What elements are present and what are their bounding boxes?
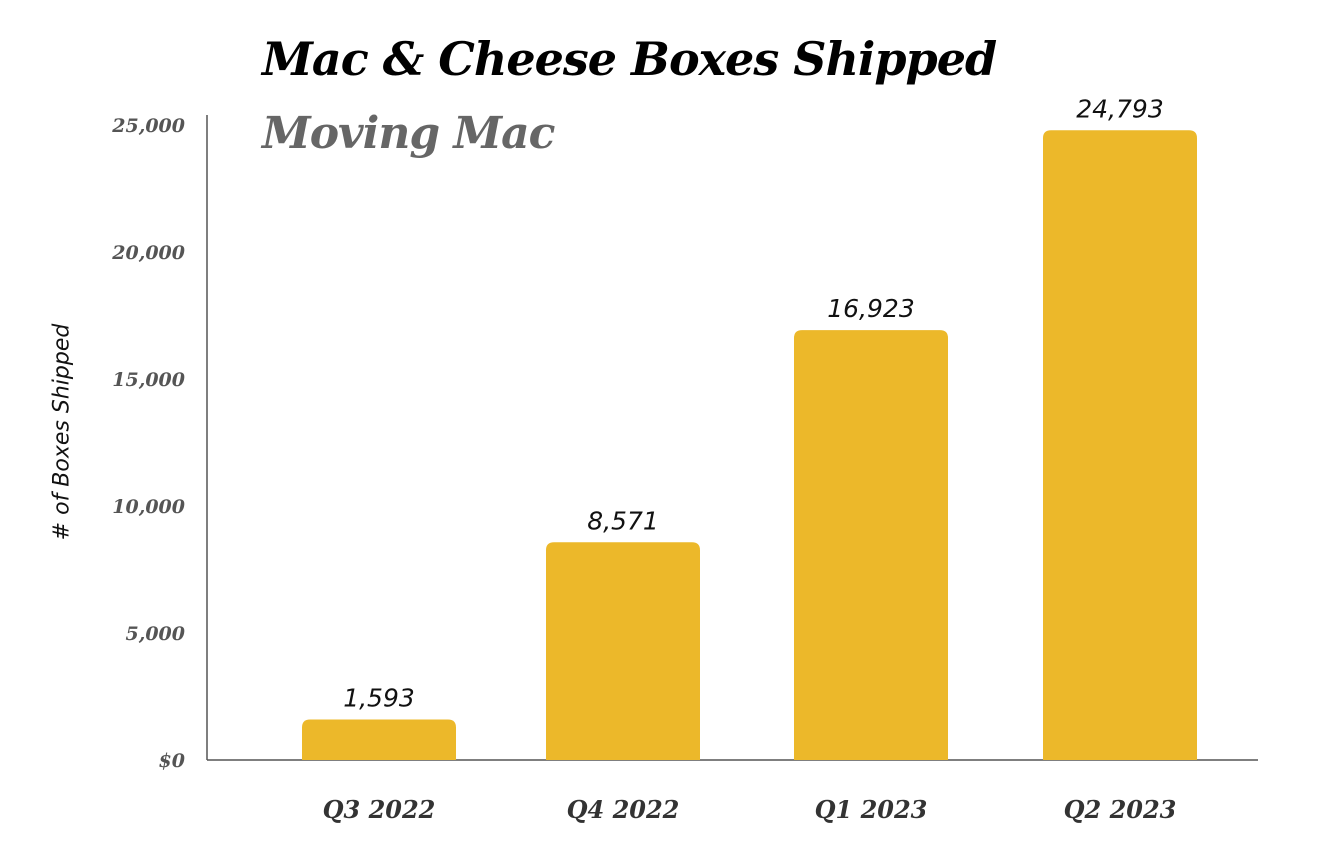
chart-title: Mac & Cheese Boxes Shipped [262, 32, 997, 86]
x-tick-label: Q4 2022 [567, 795, 680, 824]
x-tick-label: Q3 2022 [323, 795, 436, 824]
y-tick-label: 25,000 [111, 115, 185, 137]
y-tick-label: 20,000 [111, 242, 185, 264]
bar [794, 330, 948, 760]
data-label: 24,793 [1076, 94, 1163, 123]
y-tick-label: 10,000 [112, 496, 185, 518]
bar [546, 542, 700, 760]
x-tick-label: Q2 2023 [1064, 795, 1177, 824]
data-label: 8,571 [587, 506, 659, 535]
bar [1043, 130, 1197, 760]
data-label: 16,923 [827, 294, 914, 323]
x-tick-label: Q1 2023 [815, 795, 928, 824]
y-tick-label: 15,000 [112, 369, 185, 391]
data-label: 1,593 [343, 684, 415, 713]
chart-subtitle: Moving Mac [262, 108, 555, 159]
y-tick-label: 5,000 [126, 623, 186, 645]
bar [302, 719, 456, 760]
y-tick-label: $0 [159, 750, 185, 772]
